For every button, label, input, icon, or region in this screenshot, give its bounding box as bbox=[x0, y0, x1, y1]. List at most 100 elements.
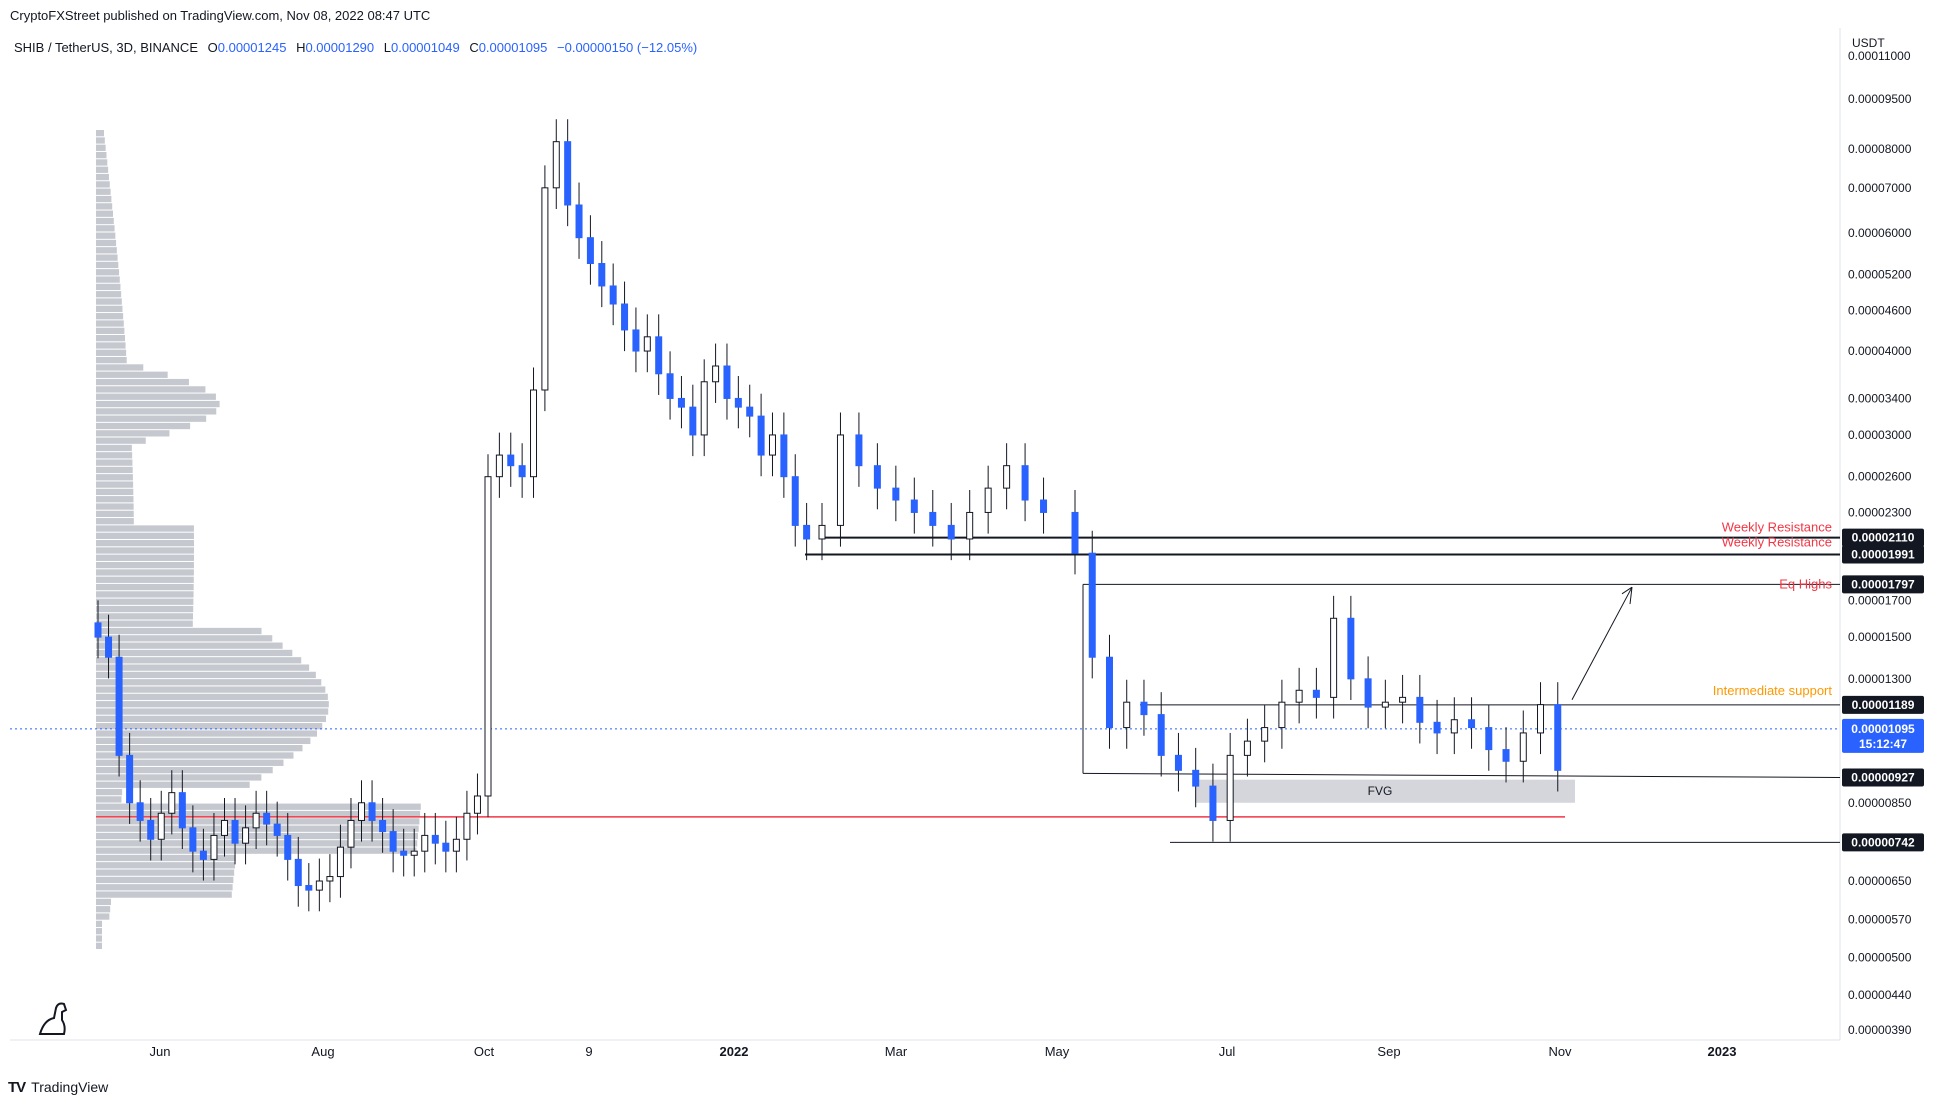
volume-profile-bar bbox=[96, 130, 104, 137]
candle-body bbox=[1278, 701, 1286, 729]
y-tick-label: 0.00000440 bbox=[1848, 988, 1912, 1002]
time-axis[interactable]: Jun Aug Oct 9 2022 Mar May Jul Sep Nov 2023 bbox=[150, 1044, 1737, 1059]
volume-profile-bar bbox=[96, 547, 194, 554]
change-value: −0.00000150 (−12.05%) bbox=[557, 40, 698, 55]
candle-body bbox=[791, 476, 799, 526]
volume-profile-bar bbox=[96, 862, 235, 869]
volume-profile-bar bbox=[96, 664, 310, 671]
volume-profile-bar bbox=[96, 254, 118, 261]
candle-body bbox=[178, 792, 186, 829]
volume-profile-bar bbox=[96, 649, 293, 657]
candle-body bbox=[734, 397, 742, 408]
volume-profile-bar bbox=[96, 349, 127, 356]
y-tick-label: 0.00006000 bbox=[1848, 226, 1912, 240]
volume-profile-bar bbox=[96, 928, 102, 935]
candle-body bbox=[757, 415, 765, 456]
candle-body bbox=[1519, 732, 1527, 762]
projection-arrow-head-a bbox=[1621, 586, 1633, 595]
volume-profile-bar bbox=[96, 481, 134, 488]
candle-body bbox=[1399, 696, 1407, 703]
volume-profile-bar bbox=[96, 796, 122, 803]
candle-body bbox=[1450, 719, 1458, 734]
candle-body bbox=[746, 406, 754, 417]
candle-body bbox=[284, 834, 292, 860]
candle-series bbox=[94, 119, 1562, 912]
brand-name: TradingView bbox=[31, 1079, 109, 1095]
candle-body bbox=[463, 812, 471, 840]
x-tick-label: 2022 bbox=[720, 1044, 749, 1059]
volume-profile-bar bbox=[96, 151, 107, 159]
y-tick-label: 0.00000850 bbox=[1848, 796, 1912, 810]
volume-profile-bar bbox=[96, 408, 217, 415]
volume-profile-bar bbox=[96, 188, 111, 195]
volume-profile-bar bbox=[96, 356, 127, 364]
price-tag-bg bbox=[1842, 768, 1924, 787]
current-price-label: 0.00001095 bbox=[1851, 722, 1915, 736]
candle-body bbox=[873, 465, 881, 489]
candle-body bbox=[358, 802, 366, 821]
y-tick-label: 0.00001500 bbox=[1848, 630, 1912, 644]
volume-profile-bar bbox=[96, 613, 194, 620]
volume-profile-bar bbox=[96, 459, 133, 466]
volume-profile-bar bbox=[96, 679, 322, 686]
candle-body bbox=[1021, 465, 1029, 501]
candle-body bbox=[1140, 701, 1148, 716]
candle-body bbox=[379, 819, 387, 833]
volume-profile-bar bbox=[96, 181, 110, 188]
candle-body bbox=[1330, 617, 1338, 698]
current-price-tag-bg bbox=[1842, 718, 1924, 753]
candle-body bbox=[1123, 701, 1131, 729]
projection-arrow-head-b bbox=[1629, 587, 1633, 605]
candle-body bbox=[1192, 769, 1200, 787]
open-value: 0.00001245 bbox=[217, 40, 287, 55]
symbol-name[interactable]: SHIB / TetherUS, 3D, BINANCE bbox=[14, 40, 198, 55]
candle-body bbox=[484, 476, 492, 797]
candle-body bbox=[910, 499, 918, 513]
countdown-label: 15:12:47 bbox=[1859, 737, 1907, 751]
volume-profile-bar bbox=[96, 510, 134, 518]
y-tick-label: 0.00011000 bbox=[1848, 49, 1911, 63]
volume-profile-bar bbox=[96, 283, 121, 291]
candle-body bbox=[1416, 696, 1424, 723]
level-annotation: Weekly Resistance bbox=[1722, 535, 1832, 550]
candle-body bbox=[712, 365, 720, 383]
volume-profile-bar bbox=[96, 159, 108, 166]
candle-body bbox=[1261, 727, 1269, 742]
volume-profile-bar bbox=[96, 942, 102, 949]
candle-body bbox=[1433, 721, 1441, 734]
x-tick-label: Oct bbox=[474, 1044, 495, 1059]
dino-icon[interactable] bbox=[38, 1002, 68, 1035]
volume-profile-bar bbox=[96, 730, 318, 737]
x-tick-label: 9 bbox=[585, 1044, 592, 1059]
candle-body bbox=[666, 373, 674, 399]
y-tick-label: 0.00003000 bbox=[1848, 428, 1912, 442]
volume-profile-bar bbox=[96, 466, 133, 474]
high-label: H bbox=[296, 40, 306, 55]
candle-body bbox=[252, 812, 260, 829]
candle-body bbox=[1105, 656, 1113, 729]
volume-profile-bar bbox=[96, 847, 417, 854]
candle-body bbox=[115, 656, 123, 756]
candle-body bbox=[1088, 552, 1096, 658]
footer-brand[interactable]: TV TradingView bbox=[8, 1076, 108, 1098]
level-annotation: Eq Highs bbox=[1779, 576, 1832, 591]
volume-profile-bar bbox=[96, 642, 283, 649]
candle-body bbox=[677, 397, 685, 408]
candle-body bbox=[609, 285, 617, 305]
candle-body bbox=[242, 827, 250, 844]
volume-profile-bar bbox=[96, 788, 123, 796]
price-tag-bg bbox=[1842, 833, 1924, 852]
y-tick-label: 0.00004000 bbox=[1848, 344, 1912, 358]
candle-body bbox=[421, 834, 429, 852]
volume-profile-bar bbox=[96, 393, 216, 400]
volume-profile-bar bbox=[96, 444, 132, 452]
candle-body bbox=[892, 487, 900, 501]
volume-profile-bar bbox=[96, 305, 123, 313]
volume-profile-bar bbox=[96, 503, 134, 510]
volume-profile-bar bbox=[96, 576, 194, 583]
level-annotation: Intermediate support bbox=[1713, 683, 1833, 698]
volume-profile-bar bbox=[96, 261, 119, 269]
fvg-box bbox=[1195, 779, 1575, 803]
